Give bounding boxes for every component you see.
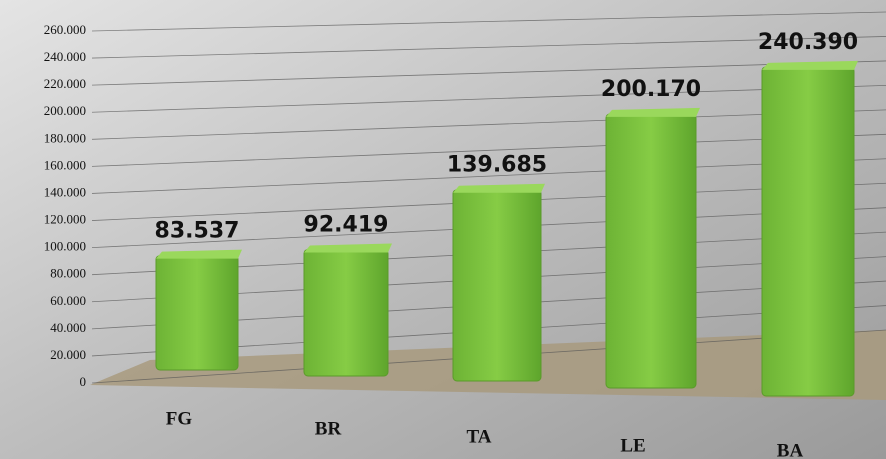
value-label: 83.537 <box>155 219 240 244</box>
grid-line <box>91 158 886 194</box>
y-tick-label: 180.000 <box>44 130 86 145</box>
bar-top <box>304 243 392 253</box>
x-tick-label: TA <box>467 426 492 447</box>
grid-line <box>91 11 886 32</box>
value-label: 240.390 <box>758 30 858 55</box>
bar <box>605 113 697 389</box>
grid-line <box>91 84 886 113</box>
value-label: 139.685 <box>447 153 547 178</box>
x-tick-label: BA <box>777 440 804 459</box>
grid-line <box>91 109 886 140</box>
grid-line <box>91 36 886 59</box>
grid-line <box>91 133 886 167</box>
value-label: 200.170 <box>601 77 701 102</box>
y-tick-label: 40.000 <box>50 320 86 335</box>
y-tick-label: 100.000 <box>44 239 86 254</box>
y-tick-label: 160.000 <box>44 157 86 172</box>
bar-top <box>606 107 700 117</box>
bar <box>761 66 855 397</box>
y-tick-label: 60.000 <box>50 293 86 308</box>
value-label: 92.419 <box>304 212 389 237</box>
y-tick-label: 220.000 <box>44 76 86 91</box>
y-tick-label: 120.000 <box>44 212 86 227</box>
y-tick-label: 240.000 <box>44 49 86 64</box>
bar-top <box>156 249 242 259</box>
grid-line <box>91 60 886 86</box>
y-tick-label: 140.000 <box>44 184 86 199</box>
y-tick-label: 20.000 <box>50 347 86 362</box>
bar <box>303 248 389 377</box>
bar-top <box>762 60 858 70</box>
y-tick-label: 0 <box>80 374 87 389</box>
y-tick-label: 80.000 <box>50 266 86 281</box>
bar <box>452 189 542 382</box>
y-tick-label: 200.000 <box>44 103 86 118</box>
bar-top <box>453 183 545 193</box>
x-tick-label: LE <box>620 435 645 456</box>
y-tick-label: 260.000 <box>44 22 86 37</box>
bar <box>155 255 239 371</box>
x-tick-label: FG <box>166 408 193 429</box>
x-tick-label: BR <box>315 418 342 439</box>
